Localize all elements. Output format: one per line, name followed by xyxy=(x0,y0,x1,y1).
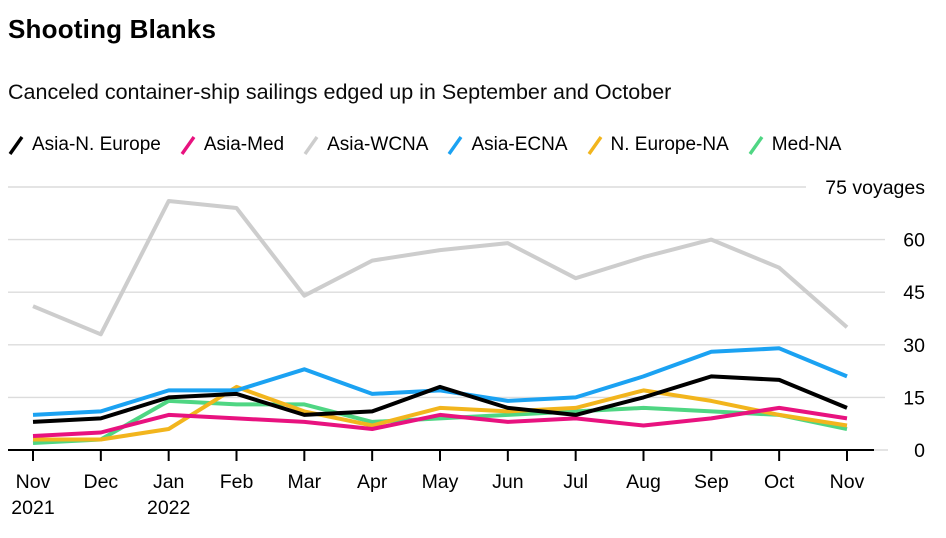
legend-slash-icon xyxy=(8,136,24,155)
y-tick-label-15: 15 xyxy=(903,387,925,409)
x-tick-label: Sep xyxy=(694,471,729,493)
chart-title: Shooting Blanks xyxy=(8,14,217,44)
series-line-asia-wcna xyxy=(32,199,849,337)
x-tick-label: Apr xyxy=(357,471,388,493)
series-line-asia-ecna xyxy=(32,346,848,417)
legend-item-label: N. Europe-NA xyxy=(610,134,729,155)
series-line-asia-n-europe xyxy=(32,374,848,424)
x-tick-label: Aug xyxy=(626,471,661,493)
chart-area: 75 voyages 0 15 30 45 60 Nov 2021 Dec Jan 2022 Feb M… xyxy=(0,170,946,538)
legend-slash-icon xyxy=(748,136,764,155)
legend-slash-icon xyxy=(303,136,319,155)
legend-slash-icon xyxy=(448,136,463,155)
series-line-n-europe-na xyxy=(33,384,848,442)
legend-item-label: Asia-WCNA xyxy=(327,134,429,155)
series-line-med-na xyxy=(32,398,848,445)
legend-slash-icon xyxy=(587,136,602,155)
x-tick-label: Nov xyxy=(830,471,865,493)
y-tick-label-0: 0 xyxy=(914,440,925,462)
legend-item-asia-wcna: Asia-WCNA xyxy=(303,134,428,156)
chart-svg: 75 voyages 0 15 30 45 60 Nov 2021 Dec Jan 2022 Feb M… xyxy=(8,177,925,519)
x-tick-label: Feb xyxy=(220,471,254,493)
legend-item-n-europe-na: N. Europe-NA xyxy=(587,134,729,156)
y-axis-top-label: 75 voyages xyxy=(825,177,925,199)
legend-item-med-na: Med-NA xyxy=(748,134,842,156)
x-tick-label: Jan xyxy=(153,471,184,493)
legend-item-label: Asia-ECNA xyxy=(471,134,568,155)
chart-legend: Asia-N. Europe Asia-Med Asia-WCNA Asia-ECNA… xyxy=(8,134,841,156)
x-tick-label: Jun xyxy=(492,471,523,493)
x-tick-label: May xyxy=(422,471,459,493)
y-tick-label-60: 60 xyxy=(903,230,925,252)
legend-item-asia-med: Asia-Med xyxy=(180,134,284,156)
x-tick-label: Jul xyxy=(563,471,588,493)
y-tick-label-45: 45 xyxy=(903,282,925,304)
x-tick-label: Dec xyxy=(83,471,118,493)
legend-item-asia-ecna: Asia-ECNA xyxy=(447,134,568,156)
legend-item-asia-n-europe: Asia-N. Europe xyxy=(8,134,161,156)
y-tick-label-30: 30 xyxy=(903,335,925,357)
series-line-asia-med xyxy=(32,405,848,438)
x-tick-label: Oct xyxy=(764,471,795,493)
legend-item-label: Asia-Med xyxy=(203,134,285,155)
x-tick-label: Nov xyxy=(16,471,51,493)
chart-subtitle: Canceled container-ship sailings edged u… xyxy=(8,80,672,104)
legend-item-label: Med-NA xyxy=(771,134,842,155)
legend-slash-icon xyxy=(180,136,196,155)
x-tick-sublabel: 2022 xyxy=(147,497,190,519)
legend-item-label: Asia-N. Europe xyxy=(32,134,161,155)
x-tick-sublabel: 2021 xyxy=(11,497,54,519)
x-tick-label: Mar xyxy=(288,471,322,493)
